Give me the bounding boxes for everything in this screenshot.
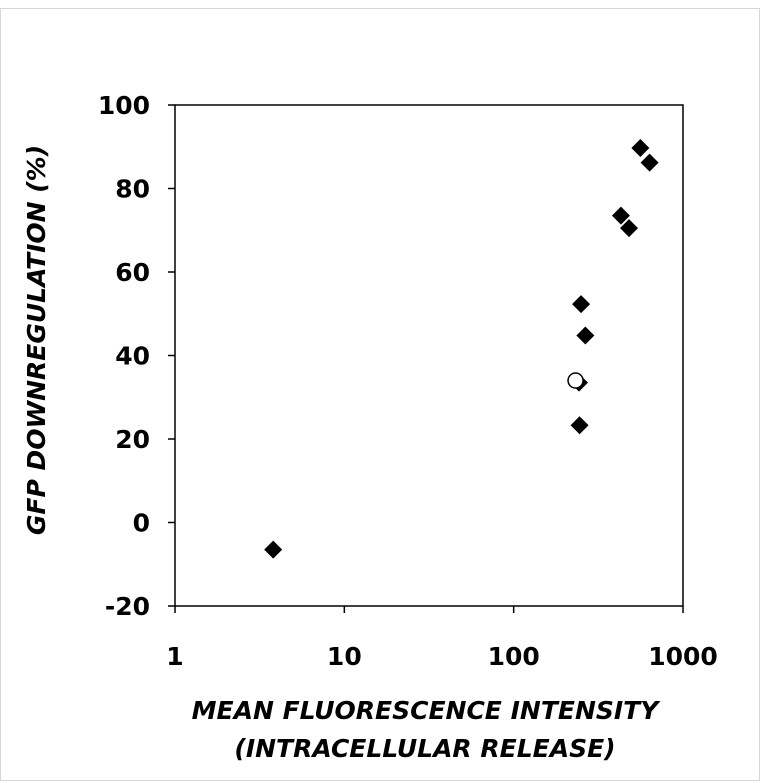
axes — [174, 104, 684, 607]
x-tick-label: 10 — [327, 642, 362, 671]
y-axis-title: GFP DOWNREGULATION (%) — [22, 145, 51, 535]
ticks — [168, 104, 684, 613]
y-tick-label: -20 — [105, 592, 150, 621]
data-point-diamond — [640, 153, 659, 172]
y-tick-label: 100 — [98, 91, 150, 120]
data-point-diamond — [620, 219, 639, 238]
x-axis-title-line-1: MEAN FLUORESCENCE INTENSITY — [192, 696, 662, 725]
data-point-diamond — [570, 416, 589, 435]
tick-labels: -20 0 20 40 60 80 100 1 10 100 1000 — [98, 91, 718, 671]
data-point-diamond — [611, 206, 630, 225]
scatter-chart: -20 0 20 40 60 80 100 1 10 100 1000 GFP DOWNREGULA… — [22, 91, 718, 763]
plot-area-border — [174, 104, 684, 607]
y-tick-label: 20 — [115, 425, 150, 454]
data-point-diamond — [264, 540, 283, 559]
data-points — [264, 139, 659, 559]
x-axis-title-line-2: (INTRACELLULAR RELEASE) — [234, 734, 615, 763]
chart-frame: -20 0 20 40 60 80 100 1 10 100 1000 GFP DOWNREGULA… — [0, 8, 760, 781]
y-tick-label: 80 — [115, 175, 150, 204]
y-tick-label: 40 — [115, 342, 150, 371]
data-point-diamond — [572, 295, 591, 314]
x-tick-label: 1 — [166, 642, 183, 671]
data-point-diamond — [631, 139, 650, 158]
y-tick-label: 0 — [133, 509, 150, 538]
data-point-open-circle — [567, 372, 584, 389]
data-point-diamond — [576, 326, 595, 345]
x-tick-label: 1000 — [648, 642, 718, 671]
y-tick-label: 60 — [115, 258, 150, 287]
x-tick-label: 100 — [488, 642, 540, 671]
